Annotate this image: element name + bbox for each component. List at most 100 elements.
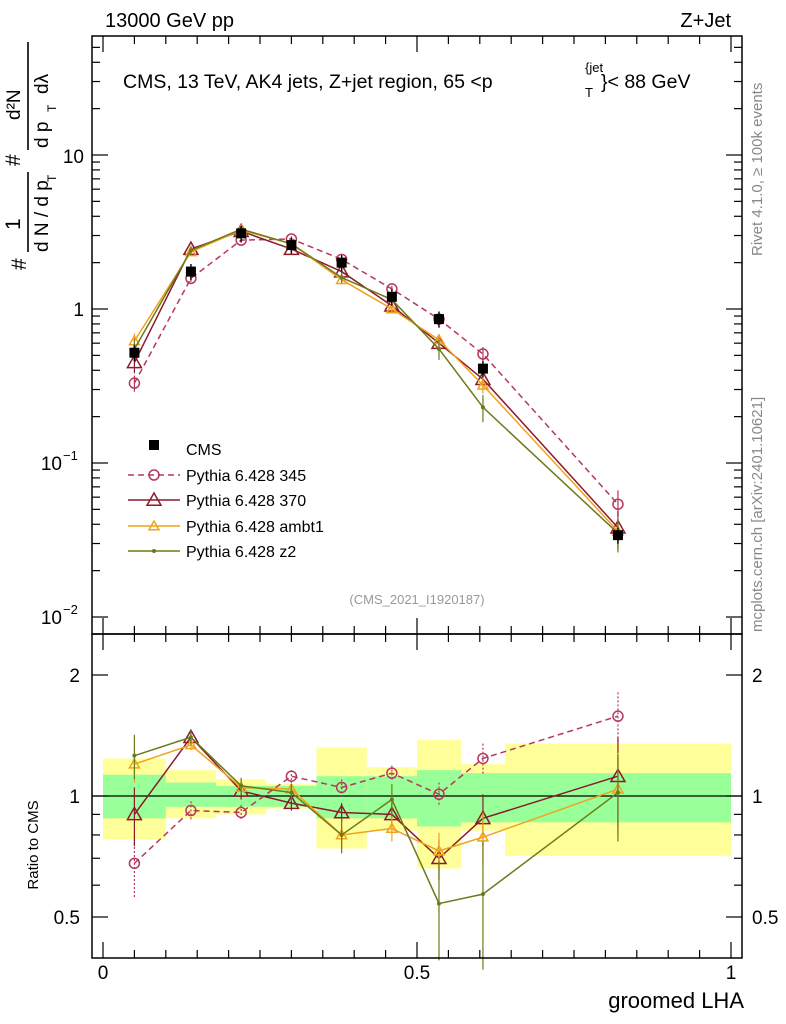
ratio-band-inner [417,770,461,827]
y-label-dn: d N / d p [32,180,53,252]
energy-label: 13000 GeV pp [105,10,234,32]
series-point [612,498,624,510]
mcplots-citation: mcplots.cern.ch [arXiv:2401.10621] [749,397,766,632]
rivet-version: Rivet 4.1.0, ≥ 100k events [749,83,766,256]
ratio-point [432,844,446,856]
ytick-label-0.1: 10 [41,454,62,475]
ratio-point [339,832,344,837]
ratio-point [480,892,485,897]
legend-label-cms: CMS [186,442,222,459]
cms-data-point [433,314,444,325]
y-label-t2: T [45,104,59,112]
ratio-ytick-1: 1 [69,787,80,808]
ratio-point [188,735,193,740]
series-line-0 [133,238,619,505]
ratio-ytick-0.5: 0.5 [54,908,80,929]
ratio-ytick-2: 2 [69,666,80,687]
xtick-0.5: 0.5 [404,963,430,984]
cms-data-point [386,291,397,302]
y-label-dlambda: dλ [32,73,53,94]
legend-label-ambt1: Pythia 6.428 ambt1 [186,519,324,536]
ratio-ytick-1-right: 1 [752,787,763,808]
legend-label-345: Pythia 6.428 345 [186,468,306,485]
ratio-bands [92,739,742,869]
legend-symbol-cms [149,440,159,450]
ratio-point [289,790,294,795]
ratio-y-label: Ratio to CMS [25,800,42,889]
panel-title: CMS, 13 TeV, AK4 jets, Z+jet region, 65 … [123,71,493,93]
series-point [436,346,441,351]
series-point [128,377,141,389]
series-line-3 [133,228,619,534]
x-axis-label: groomed LHA [608,988,744,1013]
series-point [476,378,490,390]
y-label-hash2: # [2,154,25,166]
ratio-point [185,804,197,817]
ratio-point [335,781,348,794]
cms-data-point [129,347,140,358]
legend-marker-0 [148,469,160,481]
legend-marker-1 [145,491,163,506]
cms-data-point [612,530,623,541]
series-point [188,248,193,253]
legend: CMS Pythia 6.428 345 Pythia 6.428 370 Py… [128,440,324,561]
ratio-point [389,797,394,802]
legend-marker-2 [147,519,161,531]
cms-data-point [185,266,196,277]
xtick-0: 0 [98,963,109,984]
legend-marker-3 [152,549,156,553]
ratio-point [184,738,198,750]
ratio-point [128,857,141,870]
ratio-series [126,692,627,970]
y-label-t1: T [45,174,59,182]
ratio-point [239,783,244,788]
ratio-point [386,767,398,779]
ytick-label-10: 10 [63,147,84,168]
ratio-ytick-0.5-right: 0.5 [752,908,778,929]
ytick-label-0.01: 10 [41,608,62,629]
ticks [92,36,742,958]
ratio-ytick-2-right: 2 [752,666,763,687]
series-point [126,353,143,369]
ytick-label-1: 1 [73,300,84,321]
main-y-label: # 1 d N / d p T # d²N d p T dλ [2,42,59,270]
legend-label-370: Pythia 6.428 370 [186,493,306,510]
series-line-2 [133,229,619,532]
ratio-point [612,710,624,722]
panel-title-end: }< 88 GeV [601,71,690,93]
ratio-point [126,805,143,821]
y-label-d2n: d²N [4,89,25,120]
analysis-watermark: (CMS_2021_I1920187) [349,592,484,607]
ytick-exp-0.01: −2 [63,602,78,617]
ratio-point [476,830,490,842]
main-series [126,222,627,553]
ratio-point [477,752,489,765]
series-point [480,405,485,410]
process-label: Z+Jet [680,10,731,32]
series-point [385,302,399,314]
ratio-point [333,803,350,819]
legend-label-z2: Pythia 6.428 z2 [186,544,296,561]
cms-data-point [336,257,347,268]
series-point [184,245,198,257]
panel-title-sub: T [585,85,593,100]
ytick-exp-0.1: −1 [63,448,78,463]
ratio-point [235,806,247,819]
ratio-point [285,770,298,782]
panel-title-main: CMS, 13 TeV, AK4 jets, Z+jet region, 65 … [123,71,493,93]
cms-data-point [236,228,247,239]
ratio-point [283,794,300,810]
y-label-one: 1 [2,218,25,230]
series-point [477,348,489,360]
cms-data-point [286,240,297,251]
series-point [339,275,344,280]
ratio-point [385,822,399,834]
ratio-point [433,788,445,801]
ratio-point [436,901,441,906]
xtick-1: 1 [726,963,737,984]
ratio-point [615,790,620,795]
y-label-dp: d p [32,122,53,148]
cms-data-point [477,363,488,374]
panel-title-sup: {jet [585,60,603,75]
